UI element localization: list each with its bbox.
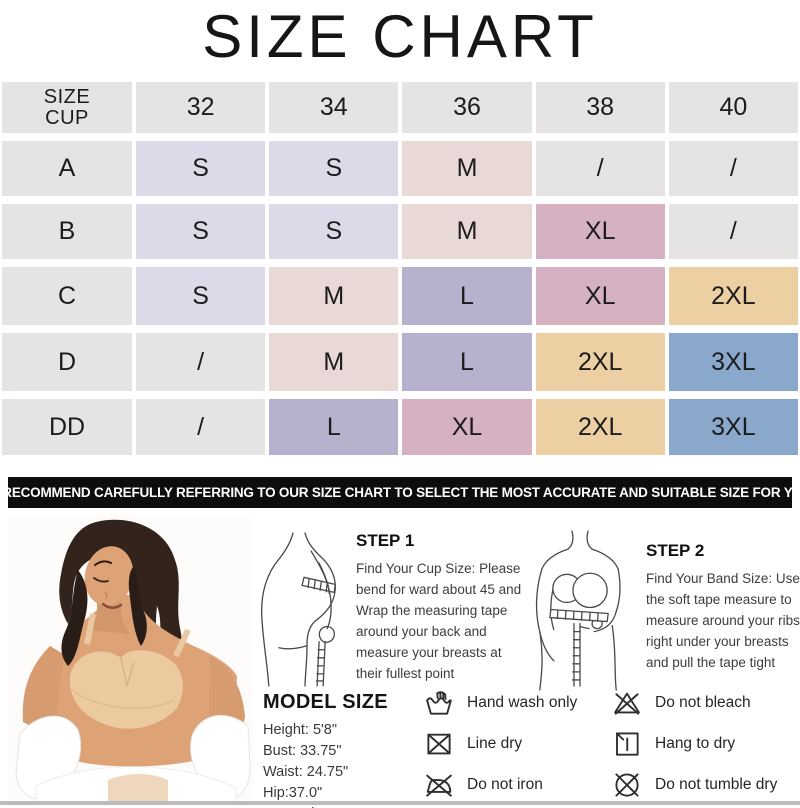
model-wear-size: Wear Size: S [263,804,413,808]
size-cell: XL [535,267,665,325]
care-label: Hand wash only [467,694,578,711]
step2-heading: STEP 2 [646,541,705,560]
size-chart-table: SIZE CUP 32 34 36 38 40 A S S M / / B S … [2,82,798,455]
cup-row-label: DD [2,399,132,455]
recommendation-banner: WE HIGHLY RECOMMEND CAREFULLY REFERRING … [0,477,800,508]
care-label: Hang to dry [655,735,736,752]
line-dry-icon [427,733,451,755]
care-item: Hang to dry [612,729,777,759]
cup-row-label: A [2,141,132,196]
header-cell-band: 34 [269,82,399,133]
size-cell: M [269,267,399,325]
do-not-iron-icon [426,774,452,797]
size-cell: 3XL [668,333,798,391]
header-cell-band: 36 [402,82,532,133]
care-label: Do not tumble dry [655,776,778,793]
model-waist: Waist: 24.75" [263,764,349,780]
step2-instructions: STEP 2 Find Your Band Size: Use the soft… [646,541,800,674]
care-instructions-right: Do not bleach Hang to dry Do not tumble … [612,688,777,808]
size-cell: L [402,333,532,391]
step1-instructions: STEP 1 Find Your Cup Size: Please bend f… [356,531,526,685]
step2-measuring-figure [535,530,621,691]
page-title: SIZE CHART [202,3,598,70]
care-label: Do not iron [467,776,543,793]
size-cell: S [136,141,266,196]
model-photo [8,514,254,802]
size-cell: S [136,204,266,259]
step1-heading: STEP 1 [356,531,415,550]
care-label: Line dry [467,735,523,752]
size-cell: S [269,204,399,259]
model-hip: Hip:37.0" [263,785,323,801]
header-cell-band: 40 [668,82,798,133]
bottom-divider [0,801,800,805]
size-cell: 2XL [535,333,665,391]
size-cell: M [402,141,532,196]
care-label: Do not bleach [655,694,751,711]
header-cell-band: 38 [535,82,665,133]
care-item: Do not iron [424,770,577,800]
care-item: Line dry [424,729,577,759]
hang-to-dry-icon [616,732,639,756]
size-cell: 2XL [535,399,665,455]
size-cell: S [269,141,399,196]
size-cell: L [402,267,532,325]
size-cell: / [136,399,266,455]
size-cell: XL [535,204,665,259]
size-cell: / [535,141,665,196]
care-instructions-left: Hand wash only Line dry Do not iron [424,688,577,808]
step2-body: Find Your Band Size: Use the soft tape m… [646,571,800,670]
hand-wash-icon [426,691,452,715]
model-height: Height: 5'8" [263,722,338,738]
step1-measuring-figure [261,532,336,687]
size-cell: L [269,399,399,455]
size-cell: M [402,204,532,259]
cup-row-label: B [2,204,132,259]
cup-row-label: C [2,267,132,325]
do-not-tumble-dry-icon [615,773,639,797]
do-not-bleach-icon [614,692,640,715]
care-item: Do not tumble dry [612,770,777,800]
care-item: Hand wash only [424,688,577,718]
size-cell: 2XL [668,267,798,325]
size-cell: / [668,204,798,259]
size-cell: 3XL [668,399,798,455]
header-cell-size-cup: SIZE CUP [2,82,132,133]
size-cell: M [269,333,399,391]
model-size-heading: MODEL SIZE [263,691,388,713]
size-label: SIZE [43,85,91,108]
size-cell: XL [402,399,532,455]
size-cell: S [136,267,266,325]
header-cell-band: 32 [136,82,266,133]
model-bust: Bust: 33.75" [263,743,342,759]
cup-label: CUP [45,106,89,129]
size-cell: / [668,141,798,196]
model-size-block: MODEL SIZE Height: 5'8" Bust: 33.75" Wai… [263,691,413,808]
step1-body: Find Your Cup Size: Please bend for ward… [356,561,522,681]
cup-row-label: D [2,333,132,391]
size-cell: / [136,333,266,391]
care-item: Do not bleach [612,688,777,718]
